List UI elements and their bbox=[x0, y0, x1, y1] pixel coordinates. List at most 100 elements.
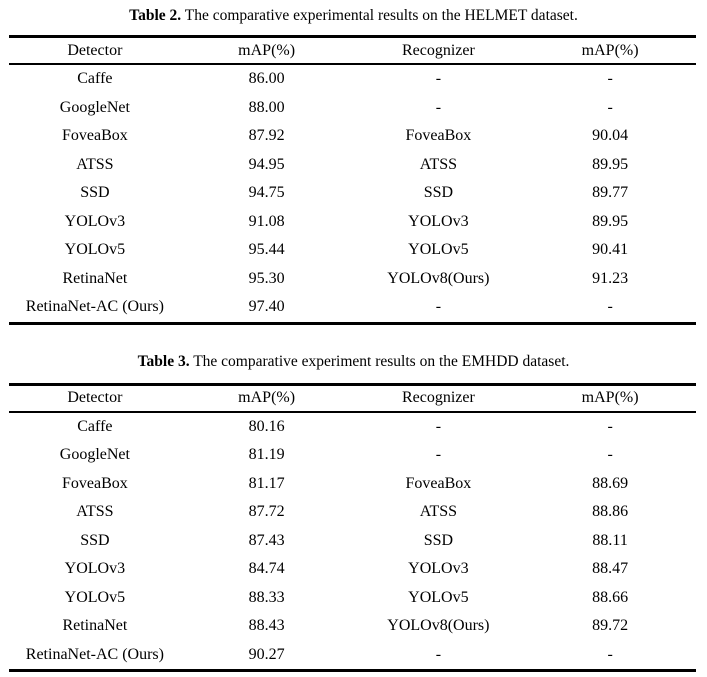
table-cell: 87.92 bbox=[248, 127, 285, 145]
table-cell: 95.44 bbox=[248, 241, 285, 259]
table-cell: Caffe bbox=[77, 417, 113, 435]
table-cell: FoveaBox bbox=[61, 127, 128, 145]
table-cell: 88.69 bbox=[592, 474, 629, 492]
table-cell: Caffe bbox=[77, 70, 113, 88]
table-cell: FoveaBox bbox=[405, 474, 472, 492]
table-cell: 90.41 bbox=[592, 241, 629, 259]
table-cell: 88.47 bbox=[592, 560, 629, 578]
table-cell: YOLOv3 bbox=[64, 212, 126, 230]
table-row: YOLOv3 91.08 YOLOv3 89.95 bbox=[9, 208, 696, 237]
table-row: SSD 87.43 SSD 88.11 bbox=[9, 527, 696, 556]
table-row: GoogleNet 81.19 - - bbox=[9, 441, 696, 470]
table-cell: - bbox=[435, 446, 442, 464]
table-row: SSD 94.75 SSD 89.77 bbox=[9, 179, 696, 208]
table3-header: Detector mAP(%) Recognizer mAP(%) bbox=[9, 384, 696, 413]
table-cell: - bbox=[607, 417, 613, 435]
table-cell: SSD bbox=[423, 531, 454, 549]
table-row: ATSS 87.72 ATSS 88.86 bbox=[9, 498, 696, 527]
table-row: Caffe 86.00 - - bbox=[9, 64, 696, 94]
table-cell: YOLOv3 bbox=[64, 560, 126, 578]
table-row: YOLOv5 95.44 YOLOv5 90.41 bbox=[9, 236, 696, 265]
table-cell: 87.43 bbox=[248, 531, 285, 549]
table-row: YOLOv5 88.33 YOLOv5 88.66 bbox=[9, 584, 696, 613]
table-cell: FoveaBox bbox=[61, 474, 128, 492]
table-row: RetinaNet-AC (Ours) 90.27 - - bbox=[9, 641, 696, 671]
table-cell: - bbox=[607, 98, 613, 116]
table-cell: ATSS bbox=[76, 503, 114, 521]
table-cell: RetinaNet bbox=[62, 269, 128, 287]
table-cell: - bbox=[607, 70, 613, 88]
table-cell: ATSS bbox=[419, 503, 458, 521]
table-cell: GoogleNet bbox=[59, 446, 130, 464]
table-cell: 97.40 bbox=[248, 298, 285, 316]
table-cell: 95.30 bbox=[248, 269, 285, 287]
table2-header-detector: Detector bbox=[9, 36, 181, 65]
table-cell: YOLOv3 bbox=[408, 212, 469, 230]
table3-caption-text: The comparative experiment results on th… bbox=[189, 352, 570, 370]
table-cell: YOLOv5 bbox=[64, 588, 126, 606]
table-cell: 90.27 bbox=[248, 645, 285, 663]
table-row: RetinaNet 95.30 YOLOv8(Ours) 91.23 bbox=[9, 265, 696, 294]
table-cell: 88.11 bbox=[592, 531, 628, 549]
table2-helmet-results: Detector mAP(%) Recognizer mAP(%) Caffe 8… bbox=[9, 35, 696, 325]
table-cell: 81.17 bbox=[248, 474, 285, 492]
table3-emhdd-results: Detector mAP(%) Recognizer mAP(%) Caffe 8… bbox=[9, 382, 696, 672]
table2-header: Detector mAP(%) Recognizer mAP(%) bbox=[9, 36, 696, 65]
table-cell: - bbox=[607, 645, 613, 663]
table-row: FoveaBox 87.92 FoveaBox 90.04 bbox=[9, 122, 696, 151]
table-cell: 90.04 bbox=[592, 127, 629, 145]
table-cell: YOLOv3 bbox=[408, 560, 469, 578]
table-cell: - bbox=[435, 70, 442, 88]
table-row: RetinaNet 88.43 YOLOv8(Ours) 89.72 bbox=[9, 612, 696, 641]
table3-header-map-recognizer: mAP(%) bbox=[524, 384, 696, 413]
table-cell: 84.74 bbox=[248, 560, 285, 578]
table-cell: ATSS bbox=[419, 155, 458, 173]
table-cell: SSD bbox=[80, 531, 110, 549]
table-cell: - bbox=[607, 446, 613, 464]
table-cell: YOLOv8(Ours) bbox=[387, 269, 490, 287]
table-cell: 94.75 bbox=[248, 184, 285, 202]
table-cell: 91.23 bbox=[592, 269, 629, 287]
table-cell: - bbox=[435, 98, 442, 116]
table-row: GoogleNet 88.00 - - bbox=[9, 94, 696, 123]
table-cell: YOLOv5 bbox=[408, 588, 469, 606]
table2-body: Caffe 86.00 - - GoogleNet 88.00 - - FoveaBox 87.9… bbox=[9, 64, 696, 323]
table-row: RetinaNet-AC (Ours) 97.40 - - bbox=[9, 293, 696, 323]
table-cell: 81.19 bbox=[248, 446, 285, 464]
table-cell: RetinaNet-AC (Ours) bbox=[25, 645, 164, 663]
table-cell: 88.66 bbox=[592, 588, 629, 606]
table-cell: 89.95 bbox=[592, 212, 629, 230]
table3-header-detector: Detector bbox=[9, 384, 181, 413]
table2-caption-text: The comparative experimental results on … bbox=[181, 7, 578, 24]
table3-header-map-detector: mAP(%) bbox=[180, 384, 353, 413]
table-cell: 88.86 bbox=[592, 503, 629, 521]
table2-caption: Table 2. The comparative experimental re… bbox=[0, 6, 707, 26]
table-cell: 88.00 bbox=[248, 98, 285, 116]
table-cell: 80.16 bbox=[248, 417, 285, 435]
table2-header-map-detector: mAP(%) bbox=[180, 36, 353, 65]
table-row: YOLOv3 84.74 YOLOv3 88.47 bbox=[9, 555, 696, 584]
table-cell: 88.43 bbox=[248, 617, 285, 635]
table2-header-row: Detector mAP(%) Recognizer mAP(%) bbox=[9, 36, 696, 65]
table-cell: ATSS bbox=[76, 155, 114, 173]
table-cell: YOLOv5 bbox=[408, 241, 469, 259]
table-cell: 88.33 bbox=[248, 588, 285, 606]
table3-caption: Table 3. The comparative experiment resu… bbox=[0, 352, 707, 372]
table-cell: SSD bbox=[423, 184, 454, 202]
table3-header-row: Detector mAP(%) Recognizer mAP(%) bbox=[9, 384, 696, 413]
table3-body: Caffe 80.16 - - GoogleNet 81.19 - - FoveaBox 81.1… bbox=[9, 412, 696, 671]
table-cell: 94.95 bbox=[248, 155, 285, 173]
table-row: Caffe 80.16 - - bbox=[9, 412, 696, 442]
table-cell: 89.77 bbox=[592, 184, 629, 202]
table2-caption-label: Table 2. bbox=[129, 7, 182, 24]
table-cell: - bbox=[435, 645, 442, 663]
table-cell: FoveaBox bbox=[405, 127, 472, 145]
table-cell: - bbox=[435, 417, 442, 435]
table-cell: SSD bbox=[80, 184, 110, 202]
table-cell: - bbox=[607, 298, 613, 316]
table-cell: 86.00 bbox=[248, 70, 285, 88]
table-cell: YOLOv8(Ours) bbox=[387, 617, 490, 635]
table-cell: 87.72 bbox=[248, 503, 285, 521]
table-cell: - bbox=[435, 298, 442, 316]
